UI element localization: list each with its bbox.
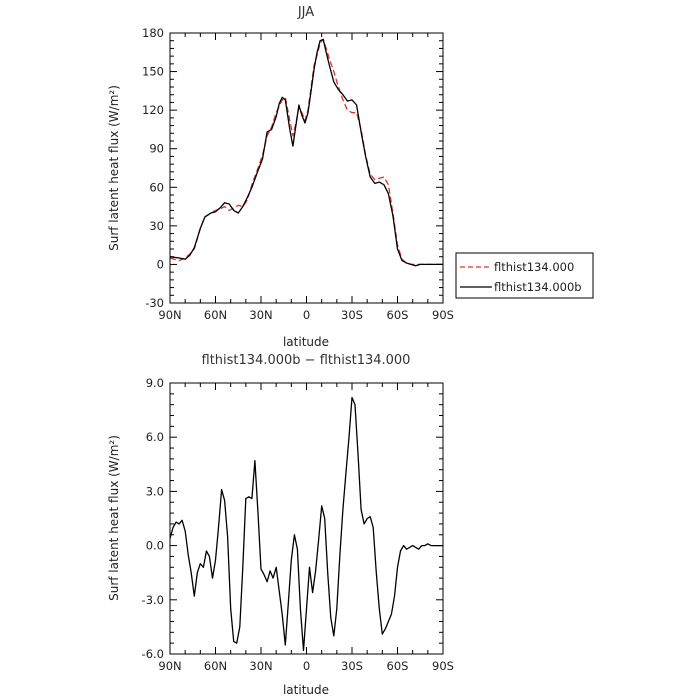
bottom-panel: flthist134.000b − flthist134.000 90N 60N 3…	[107, 353, 454, 697]
bottom-x-tick-label-90n: 90N	[158, 659, 181, 673]
top-x-tick-label-30n: 30N	[249, 308, 272, 322]
legend-label-flthist134-000: flthist134.000	[494, 260, 574, 274]
legend: flthist134.000 flthist134.000b	[455, 252, 594, 299]
bottom-y-tick-label-6-0: -6.0	[142, 647, 164, 661]
top-series-line-flthist134-000	[169, 38, 443, 266]
top-plot-frame	[169, 32, 444, 304]
top-panel: JJA 90N 60N 30N 0 30S 60S 90S -30 0 30 60 90 120 150 1…	[107, 5, 454, 349]
top-y-tick-label-150: 150	[142, 65, 164, 79]
bottom-series-line-0	[169, 396, 443, 652]
bottom-x-tick-label-30n: 30N	[249, 659, 272, 673]
top-y-tick-label-120: 120	[142, 103, 164, 117]
top-x-tick-label-90n: 90N	[158, 308, 181, 322]
bottom-y-tick-label-3-0: 3.0	[146, 484, 164, 498]
bottom-chart-title: flthist134.000b − flthist134.000	[202, 353, 411, 368]
bottom-x-tick-label-30s: 30S	[341, 659, 363, 673]
bottom-y-tick-label-0-0: 0.0	[146, 539, 164, 553]
top-y-tick-label-60: 60	[149, 180, 164, 194]
top-x-axis-label: latitude	[283, 335, 329, 349]
top-y-tick-label-30: 30	[149, 219, 164, 233]
bottom-x-tick-label-0: 0	[303, 659, 310, 673]
legend-label-flthist134-000b: flthist134.000b	[494, 280, 582, 294]
top-y-tick-label-90: 90	[149, 142, 164, 156]
legend-frame	[455, 252, 594, 299]
top-y-axis-label: Surf latent heat flux (W/m²)	[107, 85, 121, 251]
top-x-tick-label-60s: 60S	[387, 308, 409, 322]
bottom-x-tick-label-90s: 90S	[432, 659, 454, 673]
top-series-line-flthist134-000b	[169, 38, 443, 267]
bottom-x-tick-label-60n: 60N	[204, 659, 227, 673]
top-chart-title: JJA	[297, 5, 314, 20]
bottom-y-axis-label: Surf latent heat flux (W/m²)	[107, 435, 121, 601]
top-x-tick-label-60n: 60N	[204, 308, 227, 322]
bottom-y-tick-label-3-0: -3.0	[142, 593, 164, 607]
top-y-tick-label-30: -30	[145, 296, 164, 310]
bottom-x-tick-label-60s: 60S	[387, 659, 409, 673]
bottom-x-axis-label: latitude	[283, 683, 329, 697]
top-x-tick-label-0: 0	[303, 308, 310, 322]
top-x-tick-label-30s: 30S	[341, 308, 363, 322]
bottom-y-tick-label-9-0: 9.0	[146, 376, 164, 390]
bottom-y-tick-label-6-0: 6.0	[146, 430, 164, 444]
top-y-tick-label-180: 180	[142, 26, 164, 40]
top-x-tick-label-90s: 90S	[432, 308, 454, 322]
top-y-tick-label-0: 0	[157, 257, 164, 271]
